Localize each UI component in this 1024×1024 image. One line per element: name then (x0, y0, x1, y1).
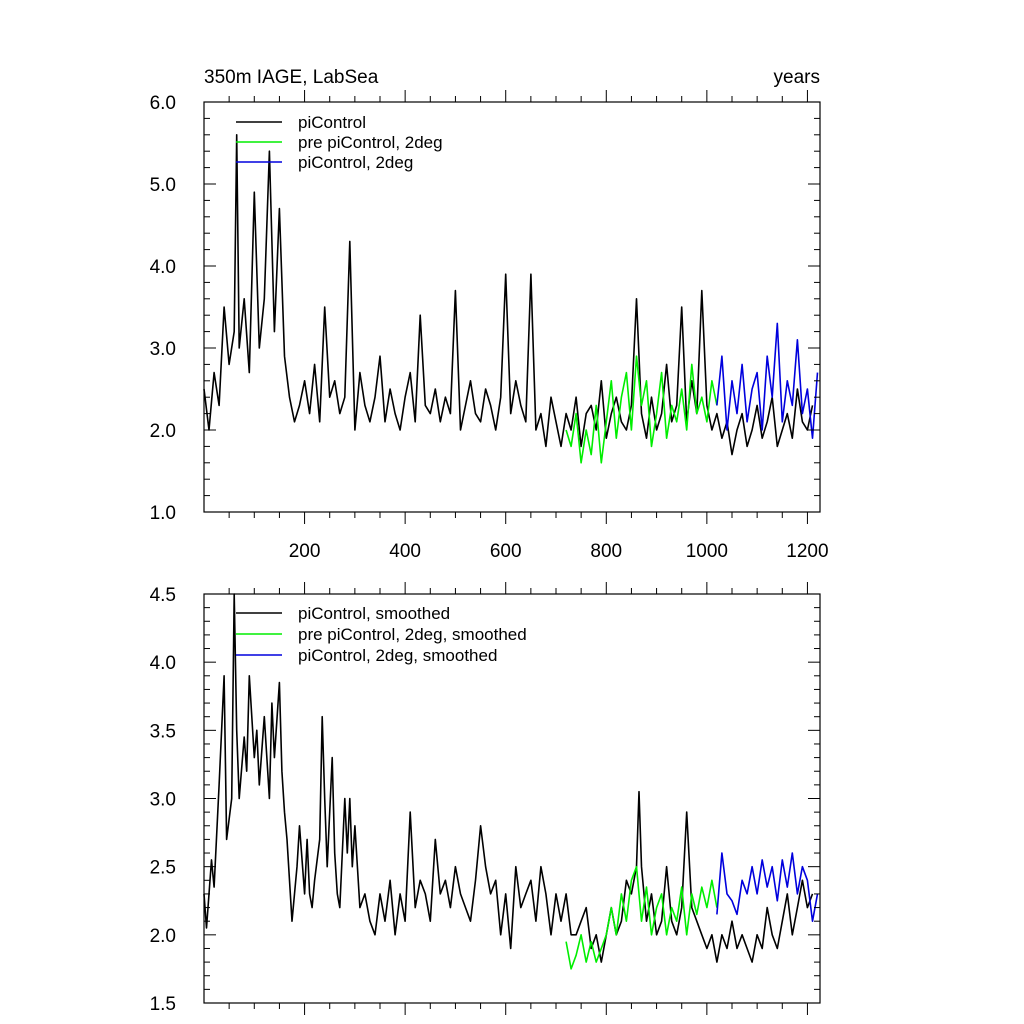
y-tick-label: 3.0 (150, 790, 176, 811)
x-tick-label: 800 (590, 541, 622, 562)
x-tick-label: 200 (289, 541, 321, 562)
x-tick-label: 600 (490, 541, 522, 562)
y-tick-label: 3.5 (150, 721, 176, 742)
legend-label: pre piControl, 2deg, smoothed (298, 625, 527, 644)
series-line-pre-picontrol-2deg (565, 355, 718, 464)
legend-label: piControl, smoothed (298, 604, 450, 623)
plot-frame (203, 101, 821, 513)
y-tick-label: 4.0 (150, 257, 176, 278)
top-panel: 1.0 2.0 3.0 4.0 5.0 6.0 200 400 600 800 1000 1200 pi… (150, 90, 829, 562)
x-tick-label: 1200 (786, 541, 828, 562)
title-left: 350m IAGE, LabSea (204, 67, 379, 88)
legend-label: piControl, 2deg, smoothed (298, 646, 497, 665)
legend-label: pre piControl, 2deg (298, 133, 443, 152)
y-tick-label: 5.0 (150, 175, 176, 196)
bottom-panel: 1.5 2.0 2.5 3.0 3.5 4.0 4.5 piControl, smoothed… (150, 582, 821, 1015)
series-line-picontrol (203, 134, 814, 456)
y-tick-label: 4.0 (150, 653, 176, 674)
x-tick-label: 1000 (686, 541, 728, 562)
series-line-picontrol-2deg-smoothed (716, 852, 819, 923)
y-tick-label: 3.0 (150, 339, 176, 360)
y-tick-label: 2.5 (150, 858, 176, 879)
y-tick-label: 1.0 (150, 503, 176, 524)
x-tick-label: 400 (389, 541, 421, 562)
y-tick-label: 6.0 (150, 93, 176, 114)
title-right: years (774, 67, 820, 88)
y-tick-label: 4.5 (150, 585, 176, 606)
series-line-pre-picontrol-2deg-smoothed (565, 865, 718, 970)
y-tick-label: 1.5 (150, 994, 176, 1015)
series-line-picontrol-smoothed (203, 593, 814, 963)
y-tick-label: 2.0 (150, 421, 176, 442)
series-line-picontrol-2deg (716, 322, 819, 440)
legend-label: piControl (298, 113, 366, 132)
y-tick-label: 2.0 (150, 926, 176, 947)
legend-label: piControl, 2deg (298, 153, 413, 172)
